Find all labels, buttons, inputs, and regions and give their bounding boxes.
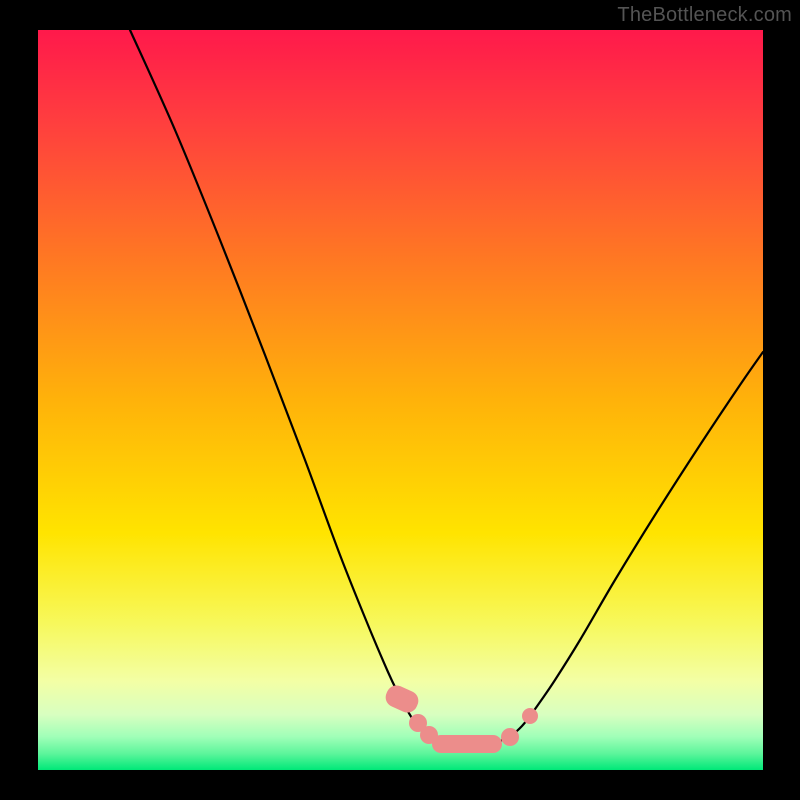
chart-stage: TheBottleneck.com xyxy=(0,0,800,800)
plot-background xyxy=(38,30,763,770)
watermark-text: TheBottleneck.com xyxy=(617,4,792,27)
curve-marker xyxy=(522,708,538,724)
chart-svg xyxy=(0,0,800,800)
curve-marker xyxy=(432,735,502,753)
curve-marker xyxy=(501,728,519,746)
